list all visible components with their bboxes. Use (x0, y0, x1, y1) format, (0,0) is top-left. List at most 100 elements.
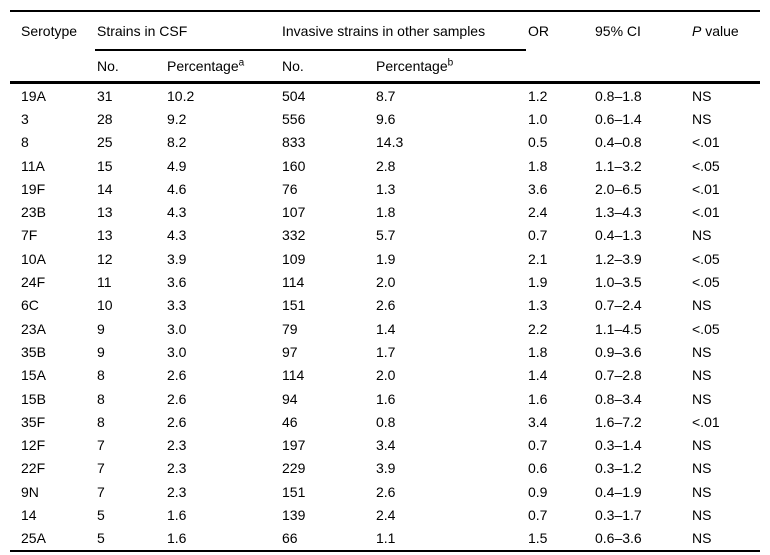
cell-serotype: 7F (21, 227, 38, 244)
cell-serotype: 9N (21, 483, 39, 500)
cell-csf-no: 7 (97, 437, 105, 454)
table-row: 35B 9 3.0 97 1.7 1.8 0.9–3.6 NS (10, 340, 760, 363)
cell-csf-no: 31 (97, 87, 113, 104)
cell-p: NS (692, 460, 712, 477)
cell-p: NS (692, 483, 712, 500)
cell-other-pct: 2.6 (376, 483, 396, 500)
cell-ci: 1.1–4.5 (595, 320, 642, 337)
cell-ci: 2.0–6.5 (595, 180, 642, 197)
cell-or: 1.4 (528, 367, 548, 384)
cell-csf-pct: 10.2 (167, 87, 195, 104)
cell-ci: 0.4–1.3 (595, 227, 642, 244)
table-row: 11A 15 4.9 160 2.8 1.8 1.1–3.2 <.05 (10, 154, 760, 177)
cell-csf-no: 8 (97, 367, 105, 384)
cell-other-no: 46 (282, 413, 298, 430)
table-row: 15A 8 2.6 114 2.0 1.4 0.7–2.8 NS (10, 364, 760, 387)
table-row: 19A 31 10.2 504 8.7 1.2 0.8–1.8 NS (10, 83, 760, 108)
cell-csf-no: 11 (97, 274, 112, 291)
header-spacer-p-value (690, 50, 760, 84)
cell-other-no: 151 (282, 297, 306, 314)
cell-csf-pct: 2.6 (167, 367, 187, 384)
cell-p: NS (692, 110, 712, 127)
cell-ci: 0.3–1.4 (595, 437, 642, 454)
cell-other-pct: 2.6 (376, 297, 396, 314)
cell-csf-pct: 3.3 (167, 297, 187, 314)
cell-other-pct: 2.0 (376, 367, 396, 384)
cell-csf-pct: 1.6 (167, 530, 187, 547)
p-value-italic-p: P (692, 23, 702, 39)
cell-ci: 0.6–1.4 (595, 110, 642, 127)
table-header: Serotype Strains in CSF Invasive strains… (10, 11, 760, 84)
cell-p: <.01 (692, 204, 720, 221)
cell-or: 0.6 (528, 460, 548, 477)
table-row: 12F 7 2.3 197 3.4 0.7 0.3–1.4 NS (10, 433, 760, 456)
cell-other-pct: 9.6 (376, 110, 396, 127)
footnote-marker-a: a (238, 57, 245, 69)
footnote-marker-b: b (447, 57, 454, 69)
cell-csf-no: 9 (97, 320, 105, 337)
cell-p: <.01 (692, 180, 720, 197)
cell-csf-pct: 2.6 (167, 390, 187, 407)
group-header-row: Serotype Strains in CSF Invasive strains… (10, 11, 760, 51)
cell-csf-pct: 3.0 (167, 343, 187, 360)
cell-other-pct: 8.7 (376, 87, 396, 104)
cell-p: <.05 (692, 250, 720, 267)
cell-or: 1.8 (528, 157, 548, 174)
table-row: 19F 14 4.6 76 1.3 3.6 2.0–6.5 <.01 (10, 177, 760, 200)
cell-or: 1.9 (528, 274, 548, 291)
cell-serotype: 19A (21, 87, 46, 104)
cell-p: NS (692, 506, 712, 523)
cell-csf-pct: 3.0 (167, 320, 187, 337)
cell-ci: 0.7–2.8 (595, 367, 642, 384)
header-serotype: Serotype (21, 23, 78, 39)
cell-serotype: 3 (21, 110, 29, 127)
cell-or: 0.7 (528, 227, 548, 244)
header-p-value: P value (690, 11, 760, 50)
cell-ci: 0.7–2.4 (595, 297, 642, 314)
cell-p: NS (692, 227, 712, 244)
cell-serotype: 24F (21, 274, 46, 291)
cell-ci: 1.2–3.9 (595, 250, 642, 267)
table-row: 6C 10 3.3 151 2.6 1.3 0.7–2.4 NS (10, 294, 760, 317)
cell-other-no: 79 (282, 320, 298, 337)
cell-csf-no: 7 (97, 483, 105, 500)
cell-or: 0.7 (528, 437, 548, 454)
cell-or: 2.4 (528, 204, 548, 221)
serotype-comparison-table: Serotype Strains in CSF Invasive strains… (10, 10, 760, 552)
cell-ci: 0.4–0.8 (595, 134, 642, 151)
cell-other-no: 76 (282, 180, 298, 197)
table-row: 14 5 1.6 139 2.4 0.7 0.3–1.7 NS (10, 503, 760, 526)
cell-csf-no: 12 (97, 250, 113, 267)
cell-or: 0.7 (528, 506, 548, 523)
header-csf-no: No. (95, 50, 165, 84)
cell-ci: 0.9–3.6 (595, 343, 642, 360)
cell-serotype: 23B (21, 204, 46, 221)
cell-or: 1.5 (528, 530, 548, 547)
cell-serotype: 19F (21, 180, 46, 197)
cell-csf-pct: 8.2 (167, 134, 187, 151)
cell-csf-no: 25 (97, 134, 113, 151)
cell-other-no: 332 (282, 227, 306, 244)
cell-other-pct: 14.3 (376, 134, 404, 151)
cell-csf-no: 15 (97, 157, 113, 174)
cell-other-no: 114 (282, 274, 305, 291)
cell-other-no: 504 (282, 87, 306, 104)
cell-other-pct: 1.6 (376, 390, 396, 407)
cell-csf-pct: 9.2 (167, 110, 187, 127)
cell-serotype: 35F (21, 413, 46, 430)
cell-ci: 1.3–4.3 (595, 204, 642, 221)
cell-serotype: 12F (21, 437, 46, 454)
cell-csf-pct: 3.6 (167, 274, 187, 291)
cell-serotype: 23A (21, 320, 46, 337)
header-group-invasive-other: Invasive strains in other samples (280, 11, 526, 51)
cell-p: NS (692, 530, 712, 547)
cell-other-no: 160 (282, 157, 306, 174)
cell-other-pct: 3.4 (376, 437, 396, 454)
table-row: 24F 11 3.6 114 2.0 1.9 1.0–3.5 <.05 (10, 270, 760, 293)
cell-csf-pct: 2.3 (167, 483, 187, 500)
cell-or: 3.6 (528, 180, 548, 197)
cell-other-no: 139 (282, 506, 306, 523)
header-group-csf: Strains in CSF (95, 11, 280, 51)
cell-other-no: 66 (282, 530, 298, 547)
table-row: 3 28 9.2 556 9.6 1.0 0.6–1.4 NS (10, 107, 760, 130)
